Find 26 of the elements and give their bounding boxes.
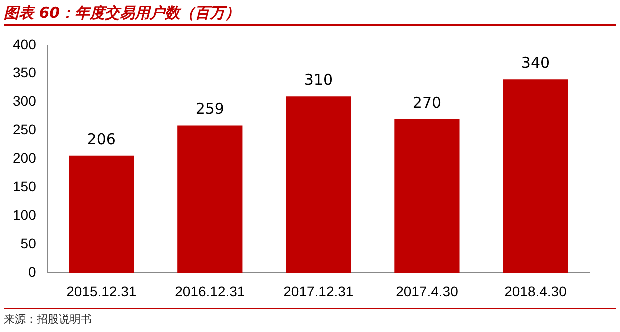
data-label: 206 bbox=[87, 130, 116, 148]
bar bbox=[503, 80, 568, 274]
data-label: 270 bbox=[412, 94, 442, 112]
y-tick-label: 100 bbox=[13, 207, 37, 224]
x-tick-label: 2015.12.31 bbox=[66, 283, 137, 300]
y-tick-label: 200 bbox=[13, 150, 37, 166]
x-tick-label: 2017.4.30 bbox=[396, 283, 459, 300]
data-label: 259 bbox=[196, 100, 224, 118]
y-tick-label: 350 bbox=[13, 64, 37, 81]
y-tick-label: 150 bbox=[13, 178, 37, 195]
y-tick-label: 50 bbox=[20, 236, 37, 252]
bar bbox=[178, 126, 243, 274]
x-tick-label: 2016.12.31 bbox=[175, 283, 246, 300]
y-tick-label: 250 bbox=[13, 122, 37, 138]
chart-title: 图表 60：年度交易用户数（百万） bbox=[4, 2, 616, 26]
data-label: 310 bbox=[304, 71, 333, 90]
x-tick-label: 2018.4.30 bbox=[504, 283, 568, 300]
source-note: 来源：招股说明书 bbox=[4, 308, 616, 327]
x-tick-label: 2017.12.31 bbox=[284, 283, 354, 300]
bar bbox=[286, 96, 352, 274]
bar bbox=[69, 156, 134, 274]
y-tick-label: 300 bbox=[13, 93, 37, 110]
bar bbox=[394, 119, 460, 274]
y-tick-label: 0 bbox=[28, 264, 37, 280]
y-tick-label: 400 bbox=[13, 36, 37, 52]
data-label: 340 bbox=[521, 54, 550, 72]
